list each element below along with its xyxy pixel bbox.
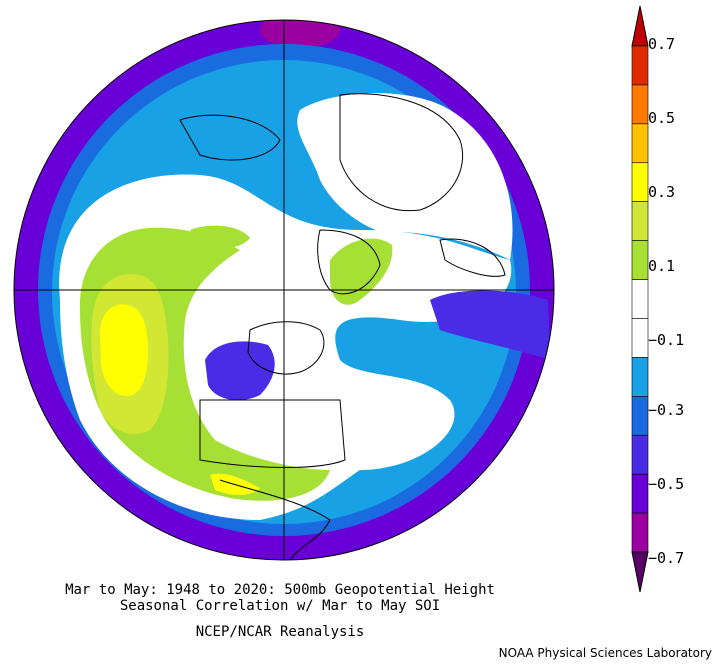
caption-line3: NCEP/NCAR Reanalysis [195, 624, 365, 640]
credit-text: NOAA Physical Sciences Laboratory [498, 646, 712, 660]
contour-magenta [260, 20, 340, 48]
colorbar-segment [631, 45, 649, 86]
colorbar-segment [631, 162, 649, 202]
colorbar-segment [631, 279, 649, 319]
colorbar-segment [631, 396, 649, 436]
colorbar-arrow-bottom [631, 551, 649, 593]
caption-line1: Mar to May: 1948 to 2020: 500mb Geopoten… [65, 582, 495, 598]
colorbar-segment [631, 357, 649, 397]
colorbar-segment [631, 123, 649, 164]
contour-yellow-pacific [100, 304, 148, 397]
colorbar-tick-label: −0.5 [648, 475, 685, 493]
colorbar-segment [631, 201, 649, 241]
colorbar-tick-label: 0.3 [648, 183, 676, 201]
colorbar-segment [631, 240, 649, 280]
colorbar-segment [631, 512, 649, 553]
colorbar-segment [631, 473, 649, 514]
polar-map [13, 19, 555, 561]
caption-line2: Seasonal Correlation w/ Mar to May SOI [119, 598, 441, 614]
colorbar-tick-label: −0.1 [648, 331, 685, 349]
colorbar-arrow-top [631, 5, 649, 47]
coastlines [179, 93, 506, 561]
colorbar-tick-label: 0.7 [648, 35, 676, 53]
colorbar-segment [631, 84, 649, 125]
colorbar-tick-label: 0.5 [648, 109, 676, 127]
colorbar-segment [631, 434, 649, 475]
colorbar-segment [631, 318, 649, 358]
contour-white-arctic [297, 93, 513, 260]
colorbar [631, 5, 649, 593]
colorbar-tick-label: −0.7 [648, 549, 685, 567]
colorbar-tick-label: 0.1 [648, 257, 676, 275]
globe-outline [13, 19, 555, 561]
contour-purple-europe [430, 290, 550, 360]
contour-purple-canada [205, 341, 275, 401]
contour-green-asia [190, 225, 250, 249]
colorbar-tick-label: −0.3 [648, 401, 685, 419]
